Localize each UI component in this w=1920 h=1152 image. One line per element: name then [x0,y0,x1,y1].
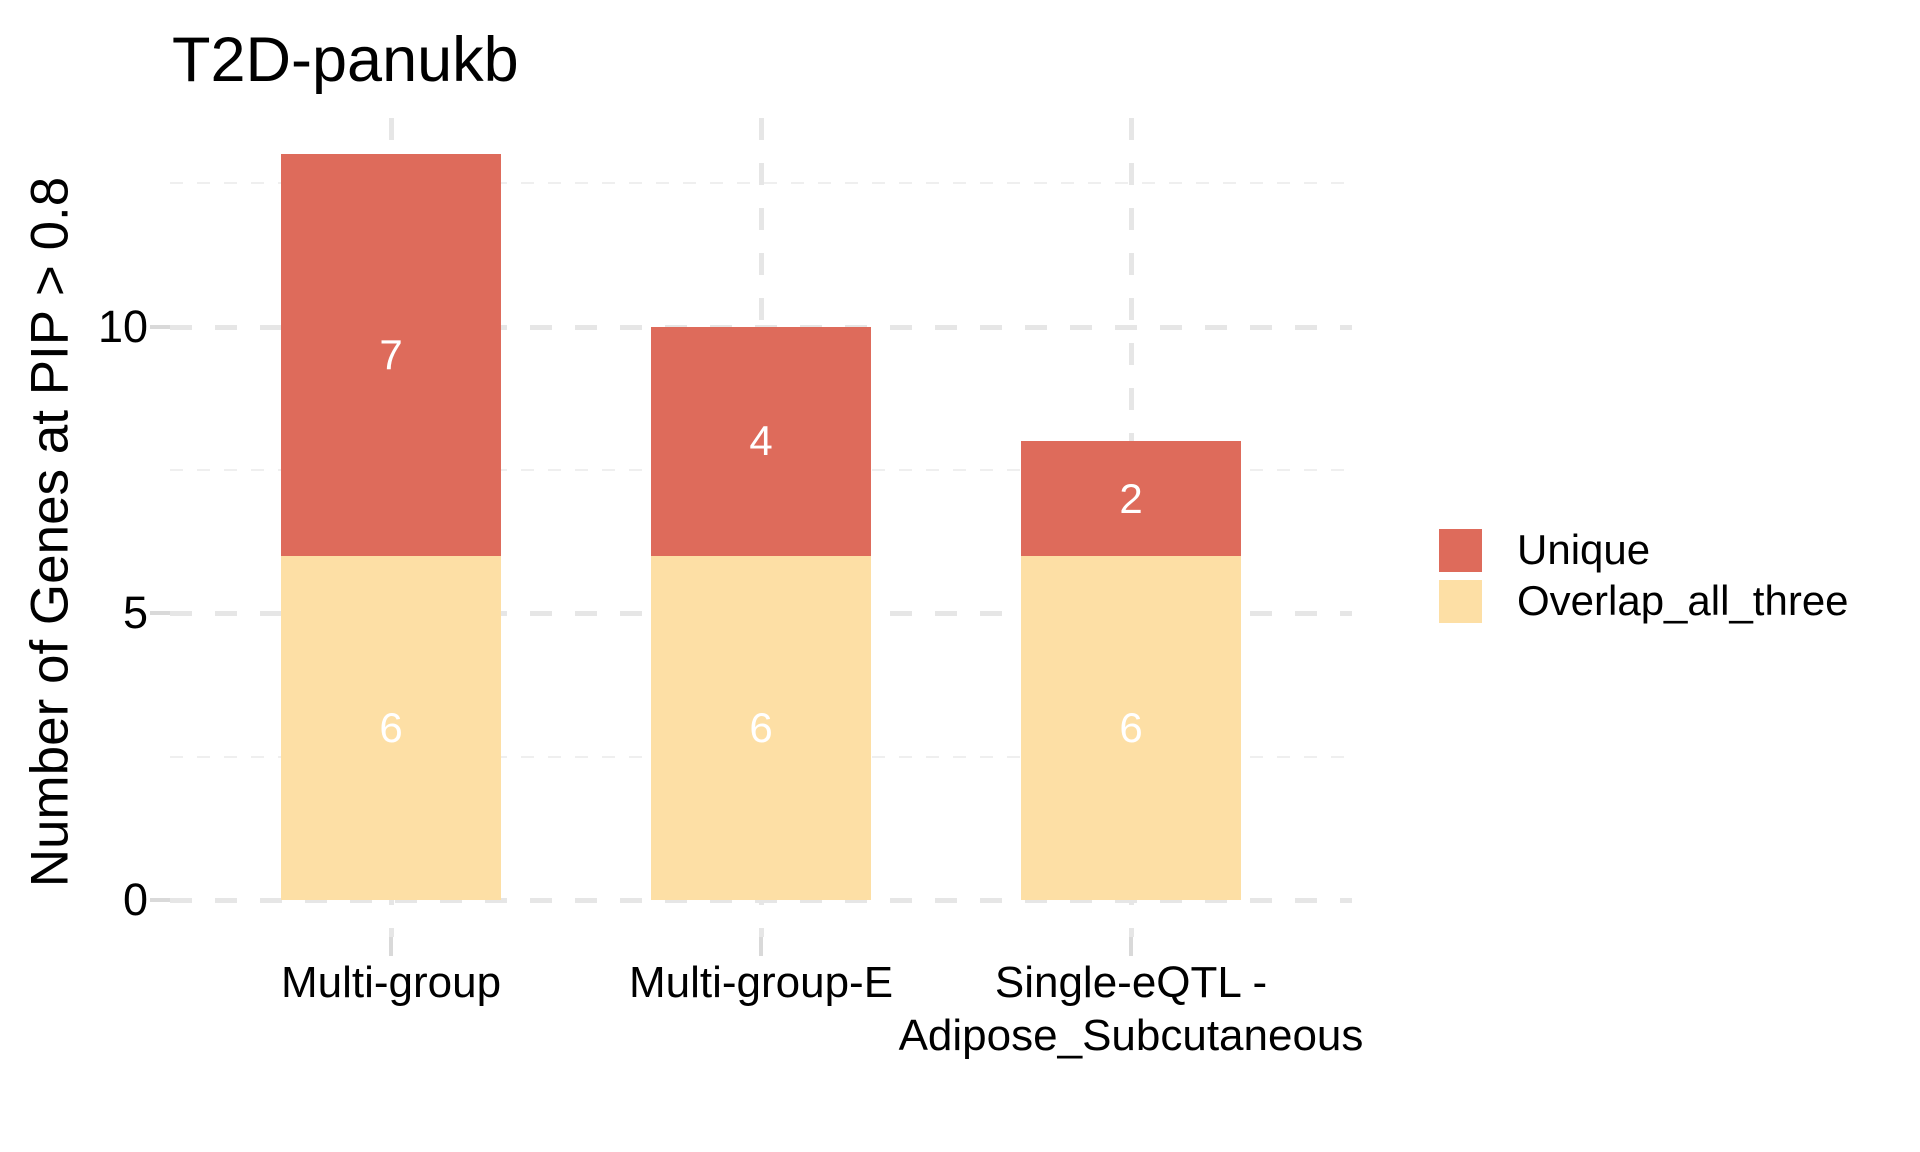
y-tick-label: 0 [122,874,148,925]
legend-row: Overlap_all_three [1439,577,1849,625]
chart-title: T2D-panukb [172,25,519,95]
major-gridline [170,898,1352,903]
bar-value-label: 6 [379,703,403,751]
y-axis-title: Number of Genes at PIP > 0.8 [20,176,80,888]
x-axis-tick [759,937,763,956]
legend-key-swatch [1439,528,1482,572]
y-tick-label: 10 [97,300,148,352]
bar-value-label: 7 [379,331,403,379]
legend-label: Overlap_all_three [1517,577,1849,624]
bar-segment-unique [281,154,501,556]
legend-label: Unique [1517,526,1651,573]
y-axis-tick [150,898,170,902]
y-axis-tick [150,324,170,329]
y-axis-tick [150,611,170,616]
bar-value-label: 6 [1119,703,1143,751]
minor-gridline [170,182,1352,185]
bar-segment-overlap_all_three [1021,555,1241,900]
x-axis-tick [389,937,393,956]
x-category-label: Multi-group [280,958,502,1007]
bar-value-label: 6 [749,703,773,751]
bar-segment-unique [1021,441,1241,556]
x-axis-tick [1129,937,1133,956]
bar-segment-unique [651,326,871,556]
x-category-label: Single-eQTL - Adipose_Subcutaneous [898,958,1364,1060]
y-tick-label: 5 [122,587,148,639]
legend: Unique Overlap_all_three [1439,526,1849,628]
legend-key-swatch [1439,579,1482,623]
x-category-label: Multi-group-E [628,958,894,1007]
legend-row: Unique [1439,526,1849,574]
bar-value-label: 4 [749,417,773,465]
bar-segment-overlap_all_three [281,555,501,900]
bar-value-label: 2 [1119,474,1143,522]
bar-segment-overlap_all_three [651,555,871,900]
